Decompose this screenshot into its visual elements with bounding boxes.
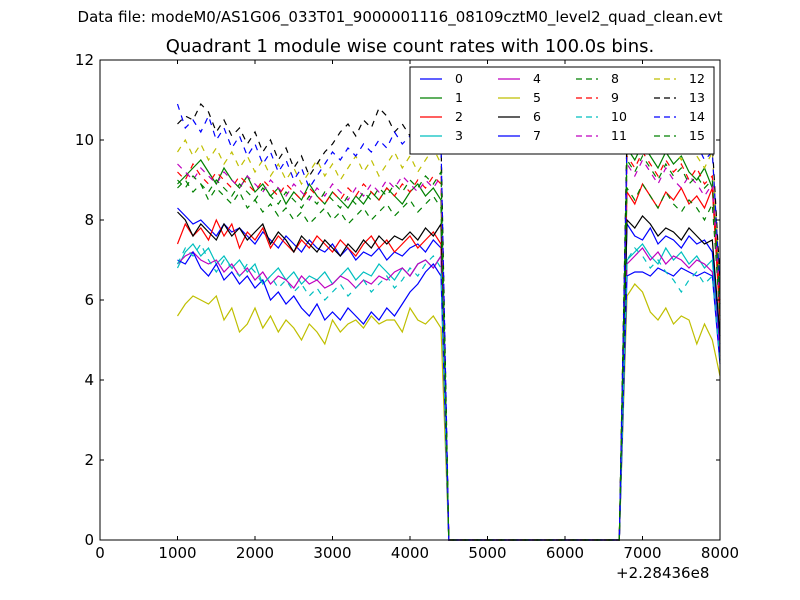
y-tick-label: 0 <box>84 531 94 549</box>
x-tick-label: 3000 <box>313 544 351 562</box>
legend-label-4: 4 <box>533 71 541 86</box>
series-line-9 <box>177 150 721 541</box>
series-line-2 <box>176 182 721 541</box>
legend-label-10: 10 <box>611 109 627 124</box>
series-line-14 <box>176 103 721 541</box>
y-tick-label: 10 <box>75 131 94 149</box>
legend-label-2: 2 <box>455 109 463 124</box>
x-tick-label: 1000 <box>158 544 196 562</box>
x-tick-label: 7000 <box>623 544 661 562</box>
legend-box <box>409 66 715 155</box>
legend-label-7: 7 <box>533 128 541 143</box>
series-line-0 <box>177 207 721 541</box>
x-axis-offset-label: +2.28436e8 <box>616 564 710 582</box>
legend-label-12: 12 <box>689 71 705 86</box>
y-tick-label: 2 <box>84 451 94 469</box>
series-line-13 <box>177 102 721 541</box>
x-tick-label: 6000 <box>546 544 584 562</box>
y-tick-label: 4 <box>84 371 94 389</box>
series-line-4 <box>177 247 721 541</box>
series-line-15 <box>177 154 721 541</box>
legend-label-8: 8 <box>611 71 619 86</box>
series-line-3 <box>176 243 721 541</box>
x-tick-label: 4000 <box>391 544 429 562</box>
legend-label-9: 9 <box>611 90 619 105</box>
series-line-11 <box>177 158 721 541</box>
legend-label-11: 11 <box>611 128 627 143</box>
legend-label-14: 14 <box>689 109 705 124</box>
legend-label-5: 5 <box>533 90 541 105</box>
x-tick-label: 2000 <box>236 544 274 562</box>
series-line-1 <box>177 142 721 541</box>
x-tick-label: 0 <box>95 544 105 562</box>
legend-label-6: 6 <box>533 109 541 124</box>
legend-label-3: 3 <box>455 128 463 143</box>
series-line-10 <box>176 242 721 541</box>
series-line-12 <box>176 126 721 541</box>
series-layer <box>176 102 721 541</box>
x-tick-label: 5000 <box>468 544 506 562</box>
series-line-8 <box>177 179 721 541</box>
x-tick-label: 8000 <box>701 544 739 562</box>
y-tick-label: 6 <box>84 291 94 309</box>
legend-label-15: 15 <box>689 128 705 143</box>
figure-suptitle: Data file: modeM0/AS1G06_033T01_90000011… <box>77 8 723 26</box>
y-tick-label: 12 <box>75 51 94 69</box>
legend-label-13: 13 <box>689 90 705 105</box>
y-tick-label: 8 <box>84 211 94 229</box>
series-line-7 <box>177 250 721 541</box>
legend-label-1: 1 <box>455 90 463 105</box>
chart-title: Quadrant 1 module wise count rates with … <box>165 36 655 57</box>
series-line-6 <box>177 211 721 541</box>
legend-label-0: 0 <box>455 71 463 86</box>
series-line-5 <box>176 283 721 541</box>
axis-ticks: 0 1000 2000 3000 4000 5000 6000 7000 80000246810… <box>75 51 739 562</box>
